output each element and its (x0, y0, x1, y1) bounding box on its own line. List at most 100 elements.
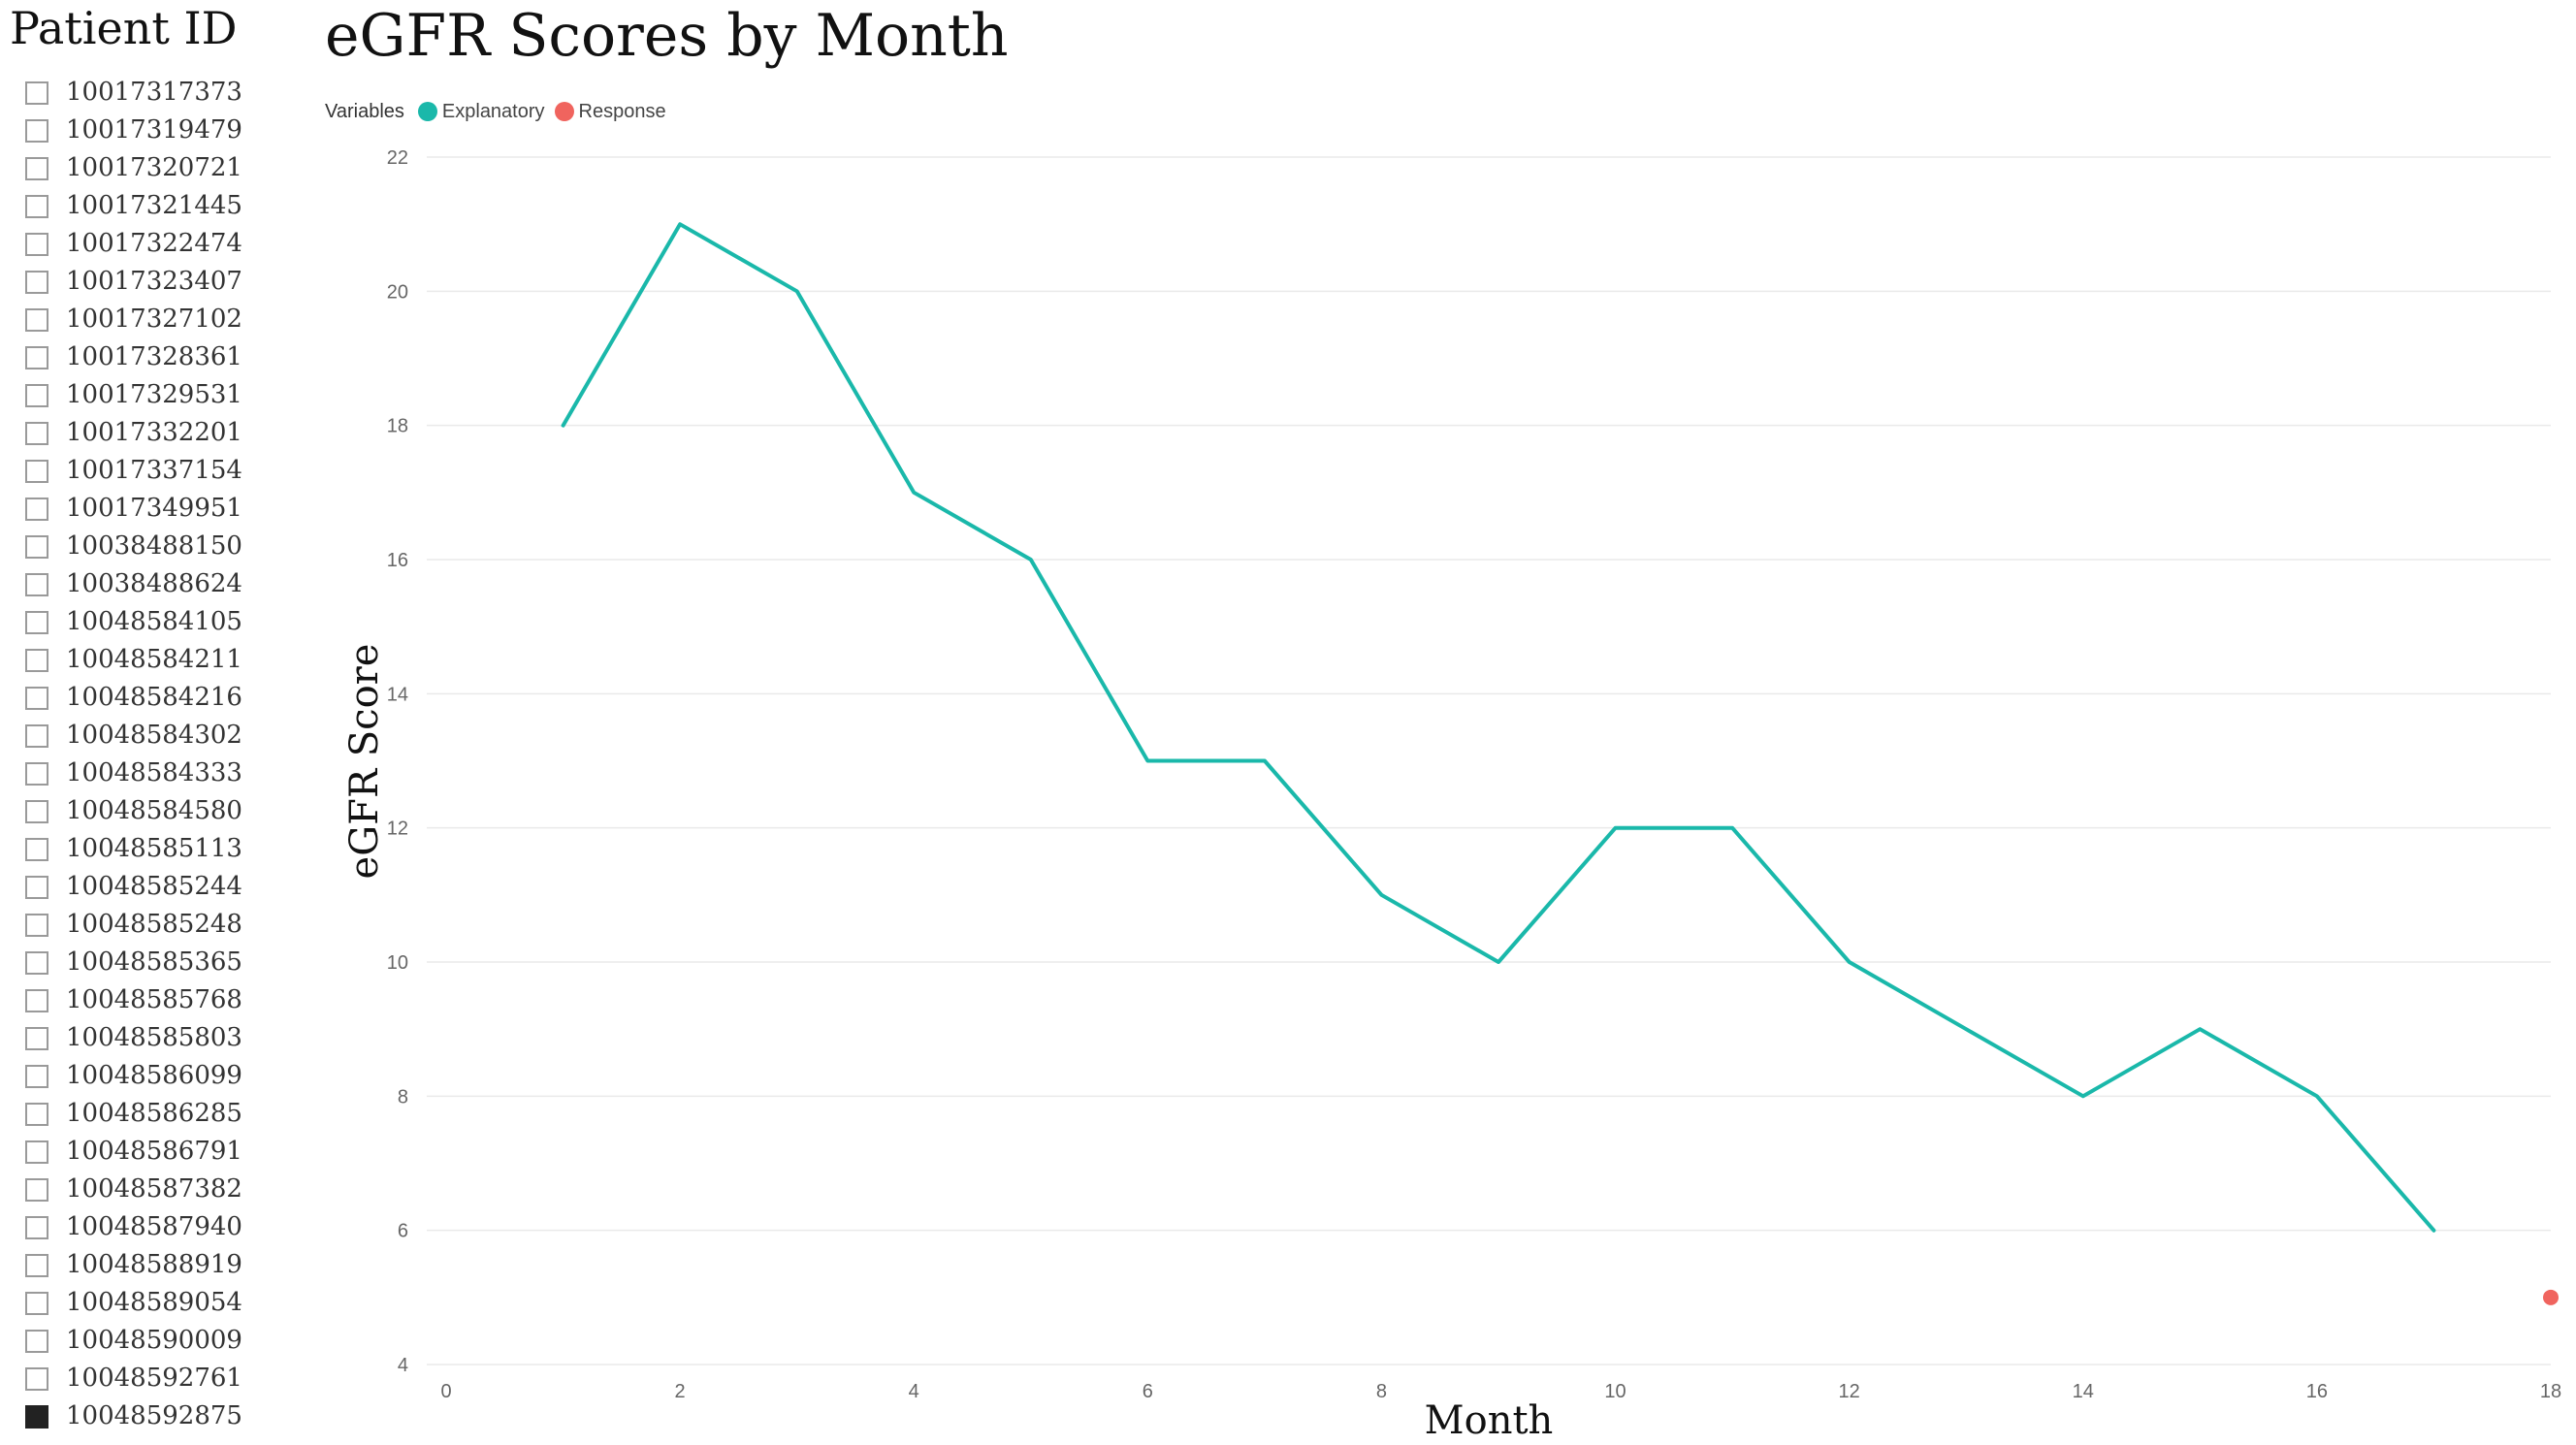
slicer-item[interactable]: 10048585768 (0, 980, 291, 1018)
slicer-checkbox[interactable] (25, 271, 48, 294)
slicer-checkbox[interactable] (25, 989, 48, 1012)
slicer-checkbox[interactable] (25, 460, 48, 483)
slicer-checkbox[interactable] (25, 195, 48, 218)
slicer-item[interactable]: 10048585244 (0, 867, 291, 905)
slicer-checkbox[interactable] (25, 308, 48, 332)
slicer-checkbox[interactable] (25, 800, 48, 823)
slicer-item[interactable]: 10048584216 (0, 678, 291, 716)
slicer-checkbox[interactable] (25, 1103, 48, 1126)
slicer-item-label: 10048584216 (66, 683, 242, 712)
y-tick-label: 6 (398, 1221, 408, 1242)
slicer-item[interactable]: 10048587940 (0, 1207, 291, 1245)
slicer-item-label: 10048586285 (66, 1099, 242, 1128)
slicer-checkbox[interactable] (25, 1216, 48, 1239)
slicer-checkbox[interactable] (25, 762, 48, 786)
slicer-checkbox[interactable] (25, 951, 48, 975)
slicer-item[interactable]: 10048586099 (0, 1056, 291, 1094)
explanatory-data-point (2314, 1094, 2319, 1099)
slicer-item[interactable]: 10048585803 (0, 1018, 291, 1056)
slicer-item[interactable]: 10048585113 (0, 829, 291, 867)
y-tick-label: 8 (398, 1086, 408, 1108)
slicer-item[interactable]: 10017327102 (0, 300, 291, 337)
slicer-checkbox[interactable] (25, 346, 48, 369)
explanatory-data-point (561, 423, 565, 428)
slicer-item-label: 10017322474 (66, 229, 242, 258)
slicer-item[interactable]: 10017337154 (0, 451, 291, 489)
slicer-item[interactable]: 10017329531 (0, 375, 291, 413)
y-tick-label: 20 (387, 281, 408, 303)
slicer-item-label: 10017332201 (66, 418, 242, 447)
slicer-checkbox[interactable] (25, 838, 48, 861)
explanatory-data-point (2431, 1228, 2436, 1233)
slicer-item[interactable]: 10017319479 (0, 111, 291, 148)
slicer-item[interactable]: 10038488624 (0, 564, 291, 602)
slicer-item-label: 10048585244 (66, 872, 242, 901)
legend-label: Explanatory (441, 100, 545, 122)
slicer-checkbox[interactable] (25, 876, 48, 899)
slicer-item[interactable]: 10048584302 (0, 716, 291, 754)
slicer-item[interactable]: 10048592761 (0, 1359, 291, 1397)
slicer-item[interactable]: 10038488150 (0, 527, 291, 564)
slicer-checkbox[interactable] (25, 1367, 48, 1391)
slicer-checkbox[interactable] (25, 119, 48, 143)
slicer-item[interactable]: 10048592875 (0, 1397, 291, 1434)
slicer-item[interactable]: 10017328361 (0, 337, 291, 375)
explanatory-data-point (678, 222, 683, 227)
slicer-item[interactable]: 10048588919 (0, 1245, 291, 1283)
slicer-checkbox[interactable] (25, 384, 48, 407)
slicer-item[interactable]: 10017321445 (0, 186, 291, 224)
slicer-checkbox[interactable] (25, 422, 48, 445)
slicer-item-label: 10048585248 (66, 910, 242, 939)
slicer-checkbox[interactable] (25, 1405, 48, 1429)
slicer-item[interactable]: 10048584211 (0, 640, 291, 678)
slicer-title: Patient ID (10, 2, 238, 54)
x-tick-label: 2 (675, 1381, 686, 1402)
slicer-item-label: 10048585113 (66, 834, 242, 863)
slicer-item[interactable]: 10048586285 (0, 1094, 291, 1132)
slicer-checkbox[interactable] (25, 81, 48, 105)
slicer-item[interactable]: 10048587382 (0, 1170, 291, 1207)
slicer-item[interactable]: 10017332201 (0, 413, 291, 451)
slicer-item-label: 10017317373 (66, 78, 242, 107)
slicer-item[interactable]: 10048584333 (0, 754, 291, 791)
slicer-checkbox[interactable] (25, 649, 48, 672)
slicer-item-label: 10048584105 (66, 607, 242, 636)
slicer-item[interactable]: 10048585365 (0, 943, 291, 980)
slicer-item[interactable]: 10048584105 (0, 602, 291, 640)
y-tick-label: 10 (387, 952, 408, 974)
x-axis-title: Month (1425, 1398, 1554, 1443)
x-tick-label: 16 (2306, 1381, 2328, 1402)
slicer-item[interactable]: 10048585248 (0, 905, 291, 943)
slicer-item[interactable]: 10017320721 (0, 148, 291, 186)
slicer-item[interactable]: 10048584580 (0, 791, 291, 829)
slicer-checkbox[interactable] (25, 573, 48, 596)
chart-title: eGFR Scores by Month (325, 2, 1009, 70)
x-tick-label: 12 (1839, 1381, 1860, 1402)
slicer-checkbox[interactable] (25, 1140, 48, 1164)
slicer-item-label: 10048587940 (66, 1212, 242, 1241)
slicer-checkbox[interactable] (25, 157, 48, 180)
slicer-item[interactable]: 10017322474 (0, 224, 291, 262)
slicer-checkbox[interactable] (25, 1027, 48, 1050)
slicer-checkbox[interactable] (25, 1292, 48, 1315)
slicer-checkbox[interactable] (25, 724, 48, 748)
slicer-item-label: 10038488150 (66, 531, 242, 561)
slicer-checkbox[interactable] (25, 687, 48, 710)
slicer-item[interactable]: 10048589054 (0, 1283, 291, 1321)
slicer-item[interactable]: 10017349951 (0, 489, 291, 527)
slicer-checkbox[interactable] (25, 498, 48, 521)
slicer-item[interactable]: 10048590009 (0, 1321, 291, 1359)
slicer-checkbox[interactable] (25, 611, 48, 634)
slicer-item[interactable]: 10048586791 (0, 1132, 291, 1170)
slicer-checkbox[interactable] (25, 535, 48, 559)
slicer-checkbox[interactable] (25, 914, 48, 937)
slicer-checkbox[interactable] (25, 1178, 48, 1202)
slicer-checkbox[interactable] (25, 1254, 48, 1277)
legend-item[interactable]: Explanatory (417, 100, 545, 123)
legend-item[interactable]: Response (554, 101, 666, 123)
slicer-item[interactable]: 10017317373 (0, 73, 291, 111)
slicer-item[interactable]: 10017323407 (0, 262, 291, 300)
slicer-checkbox[interactable] (25, 1065, 48, 1088)
slicer-checkbox[interactable] (25, 1330, 48, 1353)
slicer-checkbox[interactable] (25, 233, 48, 256)
